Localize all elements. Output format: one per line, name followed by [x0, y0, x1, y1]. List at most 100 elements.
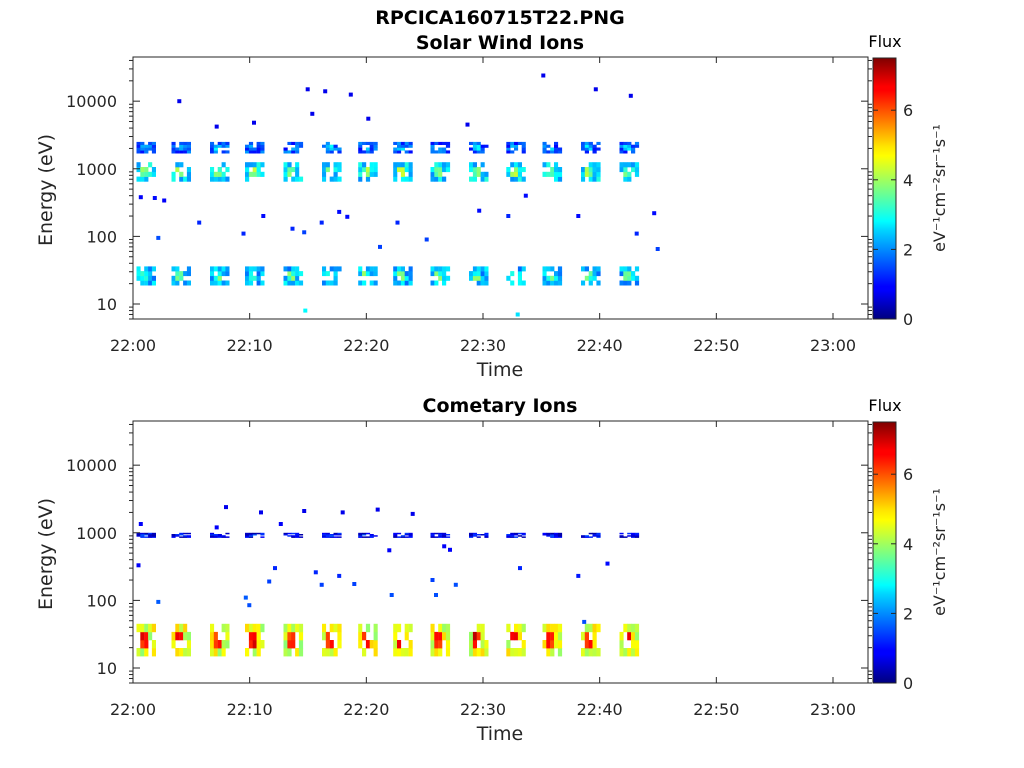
x-tick-label: 22:00 — [110, 336, 156, 355]
heatmap-cell — [252, 532, 257, 535]
heatmap-cell — [151, 141, 156, 145]
heatmap-cell — [584, 266, 589, 272]
heatmap-cell — [408, 271, 413, 277]
heatmap-cell — [430, 623, 435, 633]
heatmap-cell — [554, 534, 559, 536]
scatter-pixel — [430, 578, 435, 582]
heatmap-cell — [136, 532, 141, 535]
heatmap-cell — [550, 147, 555, 151]
colorbar — [872, 421, 897, 684]
heatmap-cell — [329, 266, 334, 272]
heatmap-cell — [550, 280, 555, 286]
heatmap-cell — [546, 640, 551, 649]
heatmap-cell — [291, 280, 296, 286]
heatmap-cell — [291, 167, 296, 173]
heatmap-cell — [358, 144, 363, 148]
x-tick-label: 22:40 — [577, 700, 623, 719]
y-tick-label: 1000 — [76, 160, 117, 179]
heatmap-cell — [245, 534, 250, 536]
heatmap-cell — [404, 144, 409, 148]
heatmap-cell — [217, 141, 222, 145]
heatmap-cell — [369, 271, 374, 277]
heatmap-cell — [183, 147, 188, 151]
heatmap-cell — [225, 640, 230, 649]
heatmap-cell — [358, 631, 363, 641]
heatmap-cell — [148, 147, 153, 151]
heatmap-cell — [217, 648, 222, 657]
axis-ticks: 22:00 22:10 22:20 22:30 22:40 22:50 23:00 10 100… — [66, 57, 872, 355]
heatmap-cell — [210, 280, 215, 286]
scatter-pixel — [319, 220, 324, 225]
heatmap-cell — [221, 271, 226, 277]
heatmap-cell — [210, 271, 215, 277]
heatmap-cell — [179, 171, 184, 177]
heatmap-cell — [476, 275, 481, 281]
heatmap-cell — [506, 167, 511, 173]
heatmap-cell — [627, 147, 632, 151]
heatmap-cell — [358, 532, 363, 535]
heatmap-cell — [373, 648, 378, 657]
heatmap-cell — [472, 631, 477, 641]
heatmap-cell — [136, 271, 141, 277]
heatmap-cell — [322, 162, 327, 168]
heatmap-cell — [623, 266, 628, 272]
heatmap-cell — [400, 280, 405, 286]
heatmap-cell — [325, 141, 330, 145]
heatmap-cell — [584, 171, 589, 177]
heatmap-cell — [542, 280, 547, 286]
heatmap-cell — [260, 144, 265, 148]
heatmap-cell — [373, 167, 378, 173]
heatmap-cell — [248, 171, 254, 177]
heatmap-cell — [438, 167, 443, 173]
heatmap-cell — [430, 144, 435, 148]
x-tick-label: 22:20 — [343, 700, 389, 719]
heatmap-cell — [337, 640, 342, 649]
heatmap-cell — [634, 280, 640, 286]
scatter-pixel — [387, 548, 392, 553]
heatmap-cell — [510, 535, 515, 537]
heatmap-cell — [596, 648, 601, 657]
heatmap-cell — [175, 167, 180, 173]
heatmap-cell — [140, 147, 145, 151]
heatmap-cell — [186, 167, 191, 173]
heatmap-cell — [291, 623, 296, 633]
heatmap-cell — [329, 150, 334, 154]
heatmap-cell — [148, 623, 153, 633]
scatter-pixel — [302, 230, 307, 235]
heatmap-cell — [634, 275, 640, 281]
heatmap-cell — [393, 648, 398, 657]
heatmap-cell — [186, 532, 191, 535]
heatmap-cell — [546, 534, 551, 536]
heatmap-cell — [171, 275, 176, 281]
heatmap-cell — [295, 144, 300, 148]
heatmap-cell — [588, 141, 593, 145]
heatmap-cell — [322, 280, 327, 286]
heatmap-cell — [472, 176, 477, 182]
heatmap-cell — [557, 623, 563, 633]
heatmap-cell — [408, 171, 413, 177]
heatmap-cell — [554, 150, 559, 154]
heatmap-cell — [179, 176, 184, 182]
heatmap-cell — [325, 162, 330, 168]
heatmap-cell — [631, 144, 636, 148]
scatter-pixel — [214, 124, 219, 129]
scatter-pixel — [593, 87, 598, 92]
heatmap-cell — [554, 147, 559, 151]
heatmap-cell — [260, 536, 265, 538]
heatmap-cell — [248, 275, 254, 281]
heatmap-cell — [217, 535, 222, 537]
heatmap-cell — [140, 631, 145, 641]
heatmap-cell — [373, 280, 378, 286]
heatmap-cell — [430, 648, 435, 657]
heatmap-cell — [148, 280, 153, 286]
heatmap-cell — [517, 275, 522, 281]
heatmap-cell — [400, 144, 405, 148]
heatmap-cell — [480, 147, 485, 151]
heatmap-cell — [472, 147, 477, 151]
heatmap-cell — [322, 176, 327, 182]
heatmap-cell — [469, 147, 474, 151]
heatmap-cell — [329, 536, 334, 538]
heatmap-cell — [397, 266, 402, 272]
heatmap-cell — [295, 176, 300, 182]
heatmap-cell — [514, 532, 519, 535]
